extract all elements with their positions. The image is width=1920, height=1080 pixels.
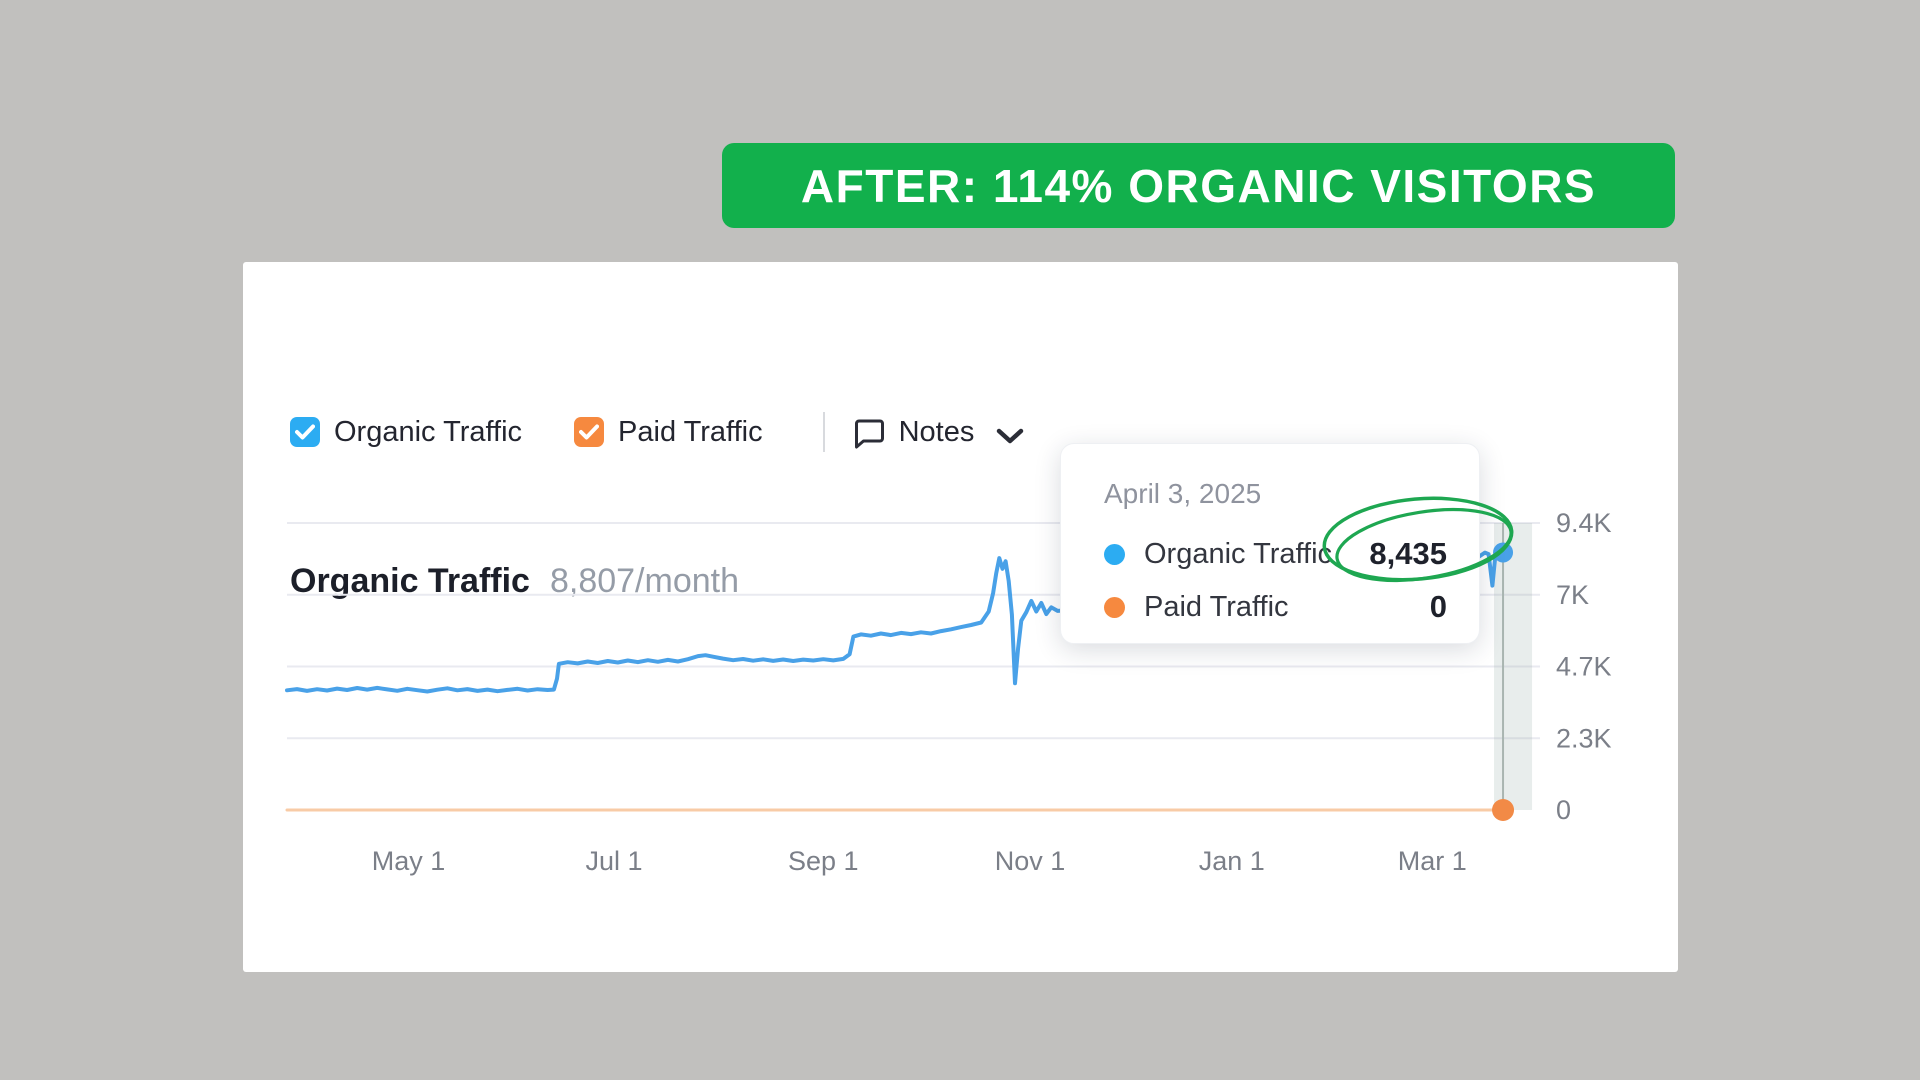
- after-banner: AFTER: 114% ORGANIC VISITORS: [722, 143, 1675, 228]
- notes-label: Notes: [898, 415, 975, 448]
- check-icon: [579, 424, 600, 440]
- notes-button[interactable]: Notes: [853, 416, 1025, 449]
- crosshair-band: [1494, 523, 1533, 810]
- widget-title: Organic Traffic: [290, 562, 530, 600]
- tooltip-paid-value: 0: [1429, 589, 1447, 624]
- y-axis-tick-label: 9.4K: [1556, 508, 1612, 538]
- organic-hover-point: [1493, 542, 1514, 563]
- notes-comment-icon: [853, 416, 886, 449]
- tooltip-organic-value: 8,435: [1369, 536, 1447, 571]
- x-axis-tick-label: Jul 1: [586, 846, 643, 876]
- banner-text: AFTER: 114% ORGANIC VISITORS: [800, 159, 1597, 212]
- legend-item-organic[interactable]: Organic Traffic: [290, 416, 522, 449]
- x-axis-tick-label: Nov 1: [995, 846, 1066, 876]
- organic-traffic-checkbox[interactable]: [290, 417, 320, 447]
- tooltip-row-organic: Organic Traffic 8,435: [1104, 536, 1447, 572]
- y-axis-tick-label: 0: [1556, 795, 1571, 825]
- tooltip-paid-label: Paid Traffic: [1144, 590, 1289, 623]
- chart-controls: Organic Traffic Paid Traffic Notes: [290, 412, 1024, 452]
- tooltip-organic-label: Organic Traffic: [1144, 537, 1333, 570]
- check-icon: [295, 424, 315, 440]
- tooltip-date: April 3, 2025: [1104, 478, 1262, 509]
- organic-traffic-label: Organic Traffic: [334, 415, 523, 448]
- x-axis-tick-label: Mar 1: [1398, 846, 1467, 876]
- paid-traffic-checkbox[interactable]: [574, 417, 605, 447]
- paid-traffic-label: Paid Traffic: [618, 415, 763, 448]
- traffic-rate: 8,807/month: [549, 562, 739, 600]
- widget-title-row: Organic Traffic 8,807/month: [290, 562, 739, 601]
- legend-item-paid[interactable]: Paid Traffic: [574, 416, 763, 449]
- organic-series-dot: [1104, 543, 1125, 565]
- tooltip-row-paid: Paid Traffic 0: [1104, 589, 1447, 625]
- y-axis-tick-label: 4.7K: [1556, 652, 1612, 682]
- chevron-down-icon: [996, 428, 1024, 444]
- paid-series-dot: [1104, 596, 1125, 618]
- x-axis-tick-label: May 1: [372, 846, 446, 876]
- controls-divider: [822, 412, 825, 452]
- x-axis-tick-label: Jan 1: [1199, 846, 1265, 876]
- chart-tooltip: April 3, 2025 Organic Traffic 8,435 Paid…: [1060, 443, 1480, 644]
- traffic-widget-card: Organic Traffic 8,807/month Organic Traf…: [243, 262, 1678, 972]
- x-axis-tick-label: Sep 1: [788, 846, 859, 876]
- paid-hover-point: [1492, 799, 1515, 821]
- y-axis-tick-label: 7K: [1556, 580, 1589, 610]
- y-axis-tick-label: 2.3K: [1556, 723, 1612, 753]
